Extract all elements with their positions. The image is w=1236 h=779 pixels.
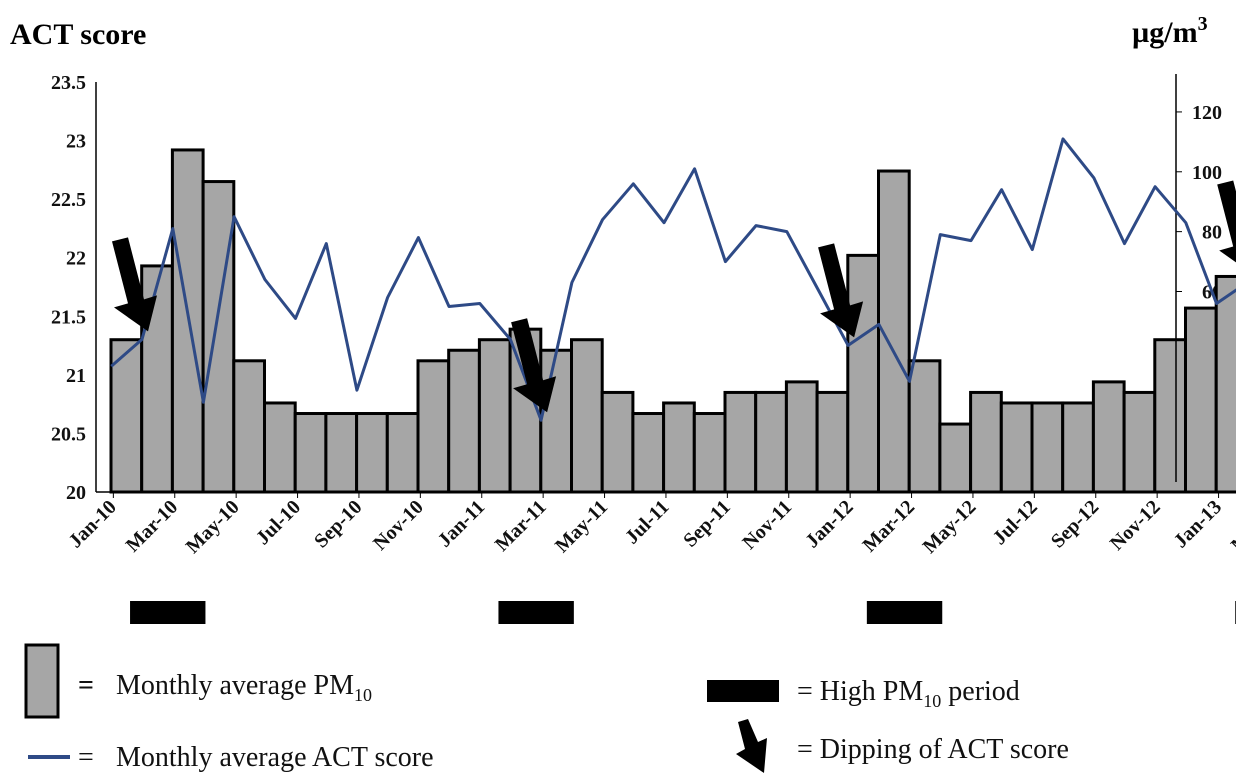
axes: [95, 74, 1177, 493]
pm10-bar: [1091, 380, 1126, 494]
right-tick-label: 120: [1192, 102, 1222, 124]
x-axis-ticks: Jan-10 Mar-10 May-10 Jul-10 Sep-10 Nov-10 Jan-…: [64, 492, 1236, 558]
left-tick-label: 20.5: [51, 423, 86, 445]
left-tick-label: 21: [66, 365, 86, 387]
x-tick-label: Nov-12: [1106, 496, 1165, 555]
x-tick-label: Jul-12: [989, 496, 1042, 549]
legend-period-label: = High PM10 period: [797, 676, 1020, 711]
pm10-bar: [293, 412, 328, 494]
pm10-bar: [263, 401, 297, 494]
dip-arrow: [511, 318, 557, 413]
x-tick-label: Sep-10: [310, 496, 366, 552]
dip-arrows: [112, 180, 1236, 413]
pm10-bars: [109, 148, 1236, 494]
pm10-bar: [999, 401, 1034, 494]
high-pm10-period-bar: [866, 601, 943, 624]
x-tick-label: May-11: [551, 496, 612, 557]
pm10-bar: [815, 390, 850, 494]
x-tick-label: Mar-10: [122, 496, 183, 557]
x-tick-label: Jan-10: [64, 496, 120, 552]
x-tick-label: Jul-11: [621, 496, 674, 549]
right-axis-title: µg/m3: [1132, 13, 1208, 49]
pm10-bar: [692, 412, 727, 494]
pm10-bar: [784, 380, 819, 494]
x-tick-label: Jan-12: [801, 496, 857, 552]
pm10-bar: [1122, 390, 1157, 494]
left-axis-title: ACT score: [10, 18, 146, 51]
pm10-bar: [1153, 338, 1188, 494]
x-tick-label: Nov-10: [369, 496, 428, 555]
pm10-bar: [846, 253, 880, 494]
x-tick-label: May-10: [182, 496, 244, 558]
x-tick-label: Jan-11: [434, 496, 490, 552]
pm10-bar: [201, 180, 236, 494]
legend-arrow-swatch: [736, 719, 767, 773]
pm10-bar: [969, 390, 1003, 494]
pm10-bar: [355, 412, 389, 494]
legend-arrow-label: = Dipping of ACT score: [797, 734, 1069, 765]
left-axis-ticks: 20 20.5 21 21.5 22 22.5 23 23.5: [51, 72, 86, 504]
pm10-bar: [631, 412, 666, 494]
legend-line-label: Monthly average ACT score: [116, 742, 434, 773]
pm10-bar: [938, 422, 973, 494]
pm10-bar: [477, 338, 512, 494]
high-pm10-period-bar: [130, 601, 206, 624]
pm10-bar: [600, 390, 635, 494]
x-tick-label: Sep-12: [1047, 496, 1103, 552]
legend-bar-eq: =: [78, 670, 94, 701]
pm10-bar: [324, 412, 359, 494]
pm10-bar: [539, 348, 573, 494]
pm10-bar: [1030, 401, 1065, 494]
legend-bar-label: Monthly average PM10: [116, 670, 372, 705]
pm10-bar: [447, 348, 481, 494]
high-pm10-periods: [130, 601, 1236, 624]
x-tick-label: Jan-13: [1170, 496, 1226, 552]
x-tick-label: Sep-11: [679, 496, 735, 552]
left-tick-label: 22: [66, 248, 86, 270]
legend-period-swatch: [707, 680, 779, 702]
pm10-bar: [416, 359, 451, 494]
pm10-bar: [385, 412, 420, 494]
pm10-bar: [723, 390, 758, 494]
right-tick-label: 80: [1202, 222, 1222, 244]
left-tick-label: 21.5: [51, 306, 86, 328]
x-tick-label: May-12: [919, 496, 981, 558]
high-pm10-period-bar: [498, 601, 574, 624]
left-tick-label: 23: [66, 131, 86, 153]
legend-line-eq: =: [78, 742, 94, 773]
pm10-bar: [1214, 274, 1236, 494]
pm10-bar: [1061, 401, 1095, 494]
pm10-bar: [907, 359, 942, 494]
dip-arrow: [112, 237, 157, 332]
pm10-bar: [1184, 306, 1218, 494]
x-tick-label: Mar-13: [1227, 496, 1236, 557]
x-tick-label: Mar-12: [859, 496, 920, 557]
pm10-bar: [232, 359, 267, 494]
right-tick-label: 100: [1192, 162, 1222, 184]
left-tick-label: 22.5: [51, 189, 86, 211]
act-score-line: [110, 137, 1236, 422]
left-tick-label: 23.5: [51, 72, 86, 94]
x-tick-label: Jul-10: [252, 496, 305, 549]
x-tick-label: Nov-11: [738, 496, 796, 554]
pm10-bar: [754, 390, 788, 494]
x-tick-label: Mar-11: [491, 496, 551, 556]
dip-arrow: [818, 243, 864, 338]
legend-bar-swatch: [24, 643, 60, 719]
dip-arrow: [1217, 180, 1236, 263]
pm10-bar: [570, 338, 604, 494]
pm10-bar: [662, 401, 696, 494]
left-tick-label: 20: [66, 482, 86, 504]
